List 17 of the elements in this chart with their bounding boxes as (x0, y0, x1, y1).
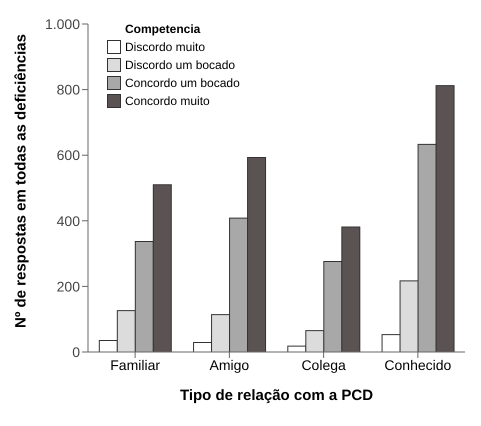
x-tick-label: Amigo (210, 356, 250, 373)
y-tick-label: 600 (56, 147, 80, 164)
legend-title: Competencia (125, 22, 202, 36)
y-tick-label: 1.000 (44, 16, 80, 32)
legend-label: Discordo um bocado (125, 58, 236, 72)
x-axis-title: Tipo de relação com a PCD (180, 387, 374, 404)
y-axis-title: Nº de respostas em todas as deficiências (12, 34, 30, 328)
x-tick-label: Familiar (110, 356, 160, 373)
x-tick-label: Conhecido (384, 356, 452, 373)
y-tick-label: 800 (56, 82, 80, 98)
legend-label: Concordo um bocado (125, 76, 240, 90)
legend-label: Concordo muito (125, 94, 210, 108)
legend-label: Discordo muito (125, 40, 206, 54)
y-tick-label: 400 (56, 212, 80, 229)
y-tick-label: 0 (72, 344, 80, 360)
y-tick-label: 200 (56, 278, 80, 294)
x-tick-label: Colega (301, 356, 346, 373)
